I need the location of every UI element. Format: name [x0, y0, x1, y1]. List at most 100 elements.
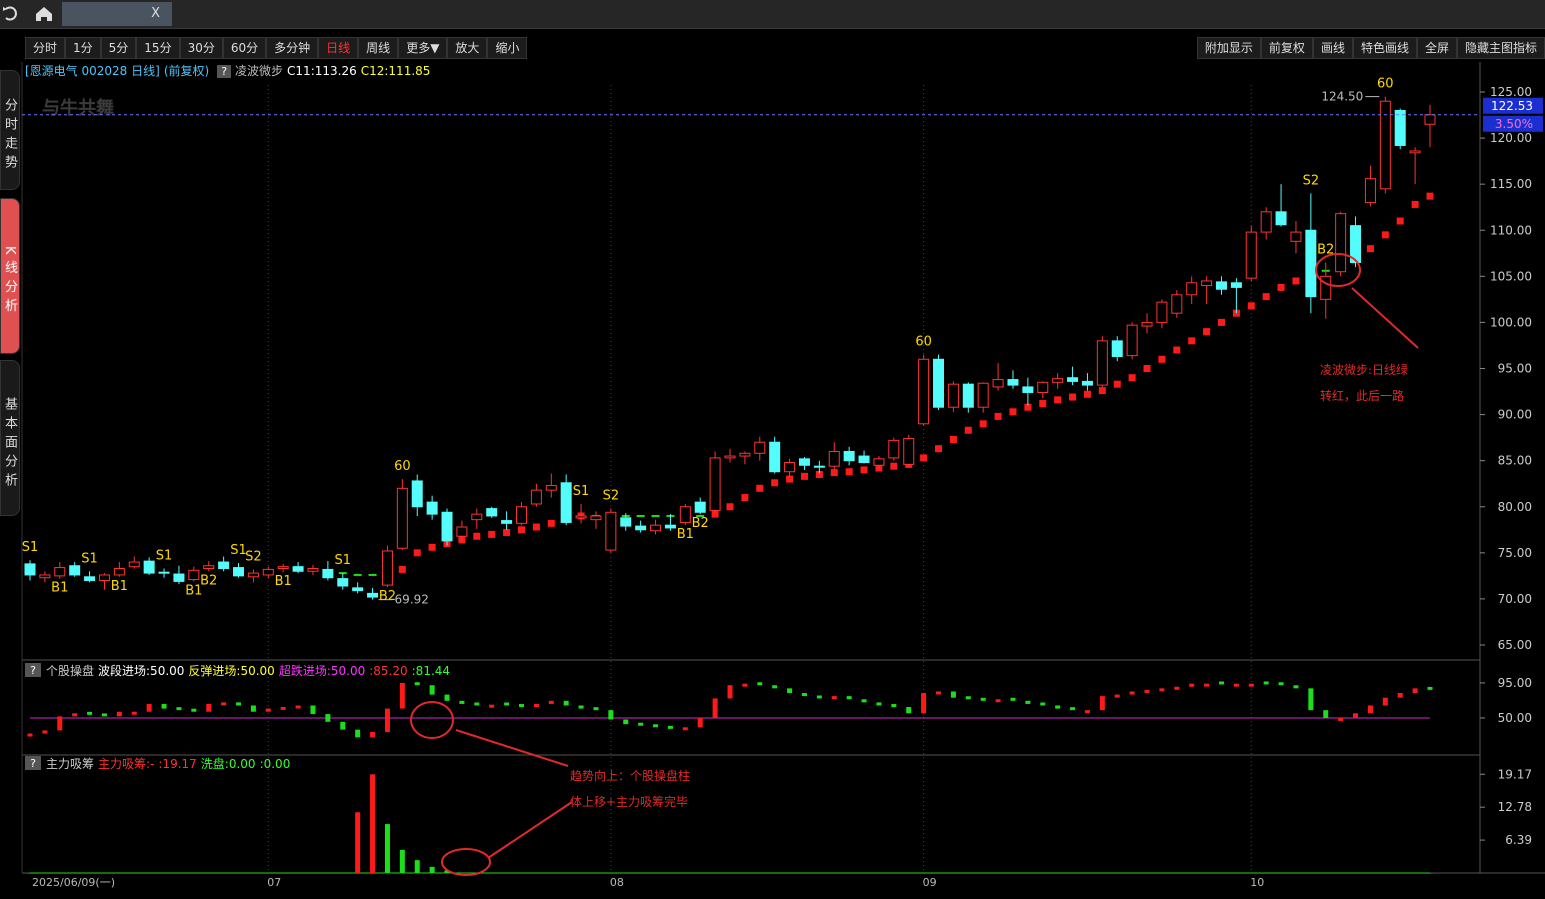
toolbar: 分时 1分 5分 15分 30分 60分 多分钟 日线 周线 更多▼ 放大 缩小 — [25, 37, 528, 59]
indicator-bar — [757, 682, 763, 686]
toolbar-button[interactable]: 更多▼ — [398, 37, 448, 59]
step-marker — [473, 532, 481, 540]
candle-body — [158, 571, 170, 574]
toolbar-button[interactable]: 多分钟 — [266, 37, 319, 59]
chart-subtitle: (前复权) — [163, 64, 210, 78]
indicator-bar — [742, 683, 748, 687]
side-tab[interactable]: K线分析 — [0, 198, 20, 354]
help-icon[interactable]: ? — [217, 65, 232, 78]
indicator-bar — [831, 696, 837, 700]
highlight-ellipse — [1315, 253, 1361, 287]
toolbar-button[interactable]: 画线 — [1312, 37, 1353, 59]
toolbar-button[interactable]: 日线 — [318, 37, 359, 59]
price-box — [1483, 115, 1543, 132]
y-tick-label: 85.00 — [1498, 454, 1532, 468]
indicator-bar — [1129, 691, 1135, 695]
indicator-bar — [489, 704, 495, 708]
step-marker — [935, 445, 943, 453]
signal-label: B1 — [275, 574, 292, 589]
toolbar-button[interactable]: 隐藏主图指标 — [1456, 37, 1545, 59]
candle-body — [1335, 213, 1347, 273]
help-icon — [25, 663, 41, 677]
step-marker — [1039, 400, 1047, 408]
candle-body — [977, 382, 989, 408]
toolbar-button[interactable]: 分时 — [25, 37, 66, 59]
candle-body — [1290, 231, 1302, 242]
indicator-bar — [801, 693, 807, 697]
toolbar-button[interactable]: 1分 — [65, 37, 101, 59]
indicator-bar — [787, 688, 793, 694]
panel-legend: 反弹进场:50.00 — [188, 664, 274, 678]
signal-label: 60 — [1377, 77, 1394, 92]
indicator-bar — [1114, 694, 1120, 698]
indicator-bar — [906, 707, 912, 714]
bar — [727, 873, 733, 874]
bar — [861, 873, 867, 874]
step-marker — [1247, 302, 1255, 310]
toolbar-button[interactable]: 附加显示 — [1196, 37, 1261, 59]
toolbar-button[interactable]: 60分 — [222, 37, 267, 59]
bar — [444, 870, 450, 873]
side-tab[interactable]: 分时走势 — [0, 70, 20, 190]
toolbar-button[interactable]: 15分 — [136, 37, 180, 59]
toolbar-button[interactable]: 特色画线 — [1352, 37, 1417, 59]
back-icon[interactable] — [5, 6, 17, 21]
toolbar-button[interactable]: 周线 — [358, 37, 399, 59]
toolbar-button[interactable]: 全屏 — [1416, 37, 1457, 59]
panel-legend: :0.00 — [260, 757, 291, 771]
toolbar-button[interactable]: 前复权 — [1260, 37, 1313, 59]
candle-body — [635, 525, 647, 531]
home-icon[interactable] — [36, 7, 52, 21]
indicator-bar — [1397, 693, 1403, 698]
signal-label: 60 — [394, 459, 411, 474]
step-marker — [1426, 192, 1434, 200]
indicator-bar — [325, 714, 331, 722]
y-tick-label: 6.39 — [1505, 833, 1532, 847]
bar — [593, 873, 599, 874]
bar — [459, 873, 465, 874]
side-tab[interactable]: 基本面分析 — [0, 360, 20, 516]
indicator-bar — [280, 707, 286, 711]
indicator-bar — [965, 696, 971, 700]
panel-legend: :85.20 — [369, 664, 407, 678]
bar — [1233, 873, 1239, 874]
indicator-bar — [846, 696, 852, 700]
extreme-label: 124.50 — [1321, 90, 1363, 104]
bar — [131, 873, 137, 874]
candle-body — [620, 517, 632, 527]
bar — [325, 873, 331, 874]
candle-body — [918, 358, 930, 425]
tab[interactable]: X — [62, 2, 172, 26]
toolbar-button[interactable]: 30分 — [179, 37, 223, 59]
candle-body — [352, 587, 364, 592]
candle-body — [1171, 294, 1183, 314]
toolbar-button[interactable]: 5分 — [100, 37, 137, 59]
signal-label: S1 — [573, 484, 590, 499]
bar — [623, 873, 629, 874]
step-marker — [1277, 283, 1285, 291]
panel-legend: 波段进场:50.00 — [98, 663, 184, 678]
bar — [846, 873, 852, 874]
candle-body — [694, 501, 706, 513]
bar — [116, 873, 122, 874]
marks: 2025/06/09(一) 07 08 09 10 65.00 70.00 75.00 80.0… — [22, 77, 1543, 889]
step-marker — [920, 454, 928, 462]
step-marker — [547, 519, 555, 527]
step-marker — [532, 523, 540, 531]
bar — [370, 774, 376, 873]
candle-body — [1305, 229, 1317, 298]
panel-legend: :81.44 — [412, 664, 450, 678]
bar — [414, 873, 420, 874]
bar — [995, 873, 1001, 874]
candle-body — [396, 487, 408, 549]
bar — [638, 873, 644, 874]
candle-body — [650, 524, 662, 532]
indicator-bar — [444, 694, 450, 701]
panel-legend: 超跌进场:50.00 — [279, 663, 365, 678]
bar — [504, 873, 510, 874]
candle-body — [560, 482, 572, 523]
bar — [384, 824, 390, 873]
toolbar-button[interactable]: 放大 — [447, 37, 488, 59]
toolbar-button[interactable]: 缩小 — [487, 37, 528, 59]
